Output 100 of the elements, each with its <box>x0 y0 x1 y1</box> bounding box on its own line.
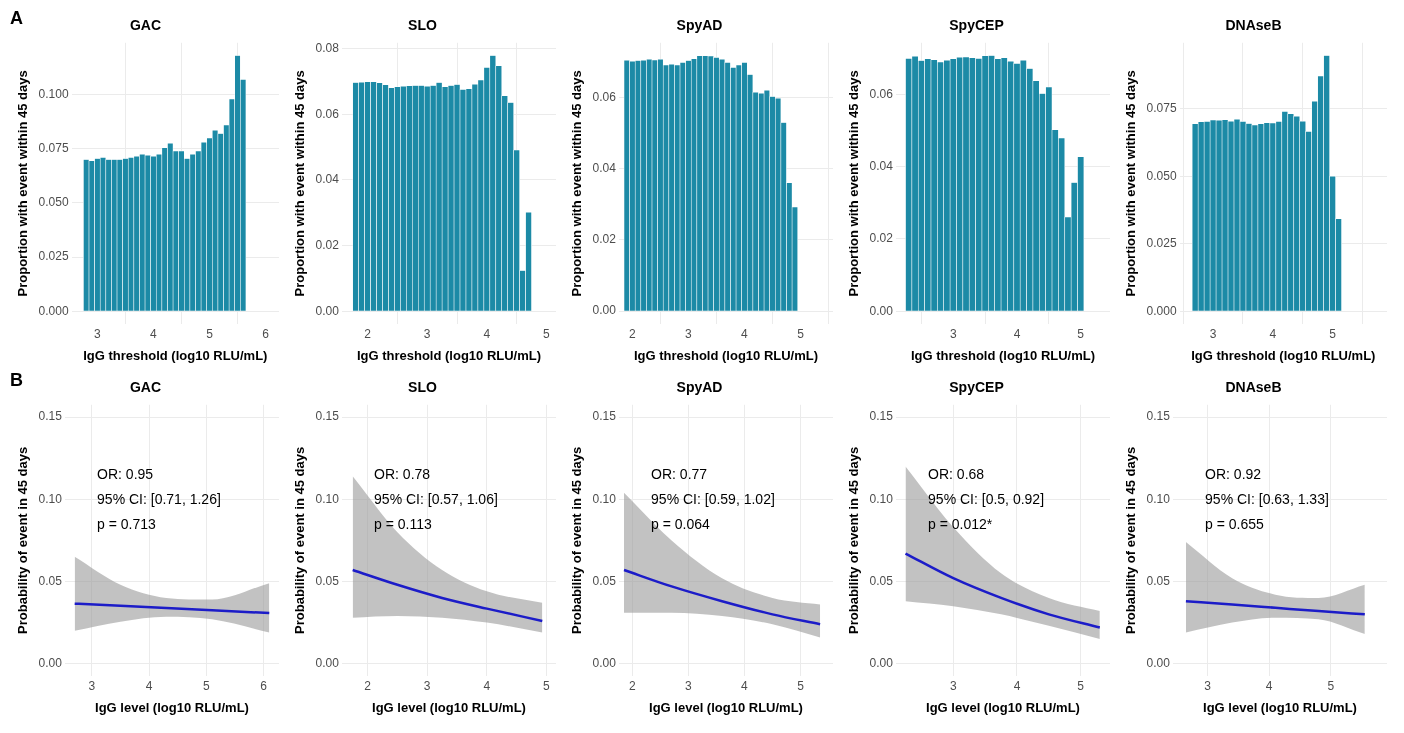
x-tick-label: 5 <box>797 678 805 693</box>
y-tick-label: 0.08 <box>315 41 340 56</box>
y-tick-label: 0.075 <box>38 141 69 156</box>
y-tick-label: 0.02 <box>869 231 894 246</box>
y-tick-label: 0.04 <box>315 172 340 187</box>
x-axis-title: IgG level (log10 RLU/mL) <box>649 699 803 715</box>
x-tick-label: 5 <box>797 326 805 341</box>
x-tick-label: 3 <box>423 678 431 693</box>
y-tick-label: 0.15 <box>592 409 617 424</box>
x-tick-label: 6 <box>260 678 268 693</box>
y-tick-label: 0.15 <box>869 409 894 424</box>
y-tick-label: 0.050 <box>1146 168 1177 183</box>
y-axis-title: Proportion with event within 45 days <box>15 70 31 297</box>
y-tick-label: 0.00 <box>592 655 617 670</box>
y-tick-label: 0.10 <box>38 491 63 506</box>
x-axis-title: IgG level (log10 RLU/mL) <box>372 699 526 715</box>
y-tick-label: 0.050 <box>38 195 69 210</box>
y-tick-label: 0.04 <box>592 161 617 176</box>
text: B <box>10 370 23 391</box>
x-tick-label: 5 <box>206 326 214 341</box>
chart-title: GAC <box>129 17 162 34</box>
annotation: p = 0.064 <box>651 516 711 533</box>
y-tick-label: 0.100 <box>38 86 69 101</box>
x-tick-label: 5 <box>1077 326 1085 341</box>
x-axis-title: IgG threshold (log10 RLU/mL) <box>356 347 542 363</box>
annotation: p = 0.655 <box>1205 516 1265 533</box>
y-tick-label: 0.00 <box>315 303 340 318</box>
x-tick-label: 3 <box>685 678 693 693</box>
y-tick-label: 0.06 <box>592 89 617 104</box>
y-tick-label: 0.10 <box>315 491 340 506</box>
y-tick-label: 0.000 <box>38 303 69 318</box>
x-axis-title: IgG threshold (log10 RLU/mL) <box>633 347 819 363</box>
chart-title: SLO <box>408 17 437 34</box>
annotation: 95% CI: [0.57, 1.06] <box>374 491 498 508</box>
y-tick-label: 0.10 <box>869 491 894 506</box>
x-tick-label: 4 <box>150 326 158 341</box>
annotation: OR: 0.92 <box>1205 466 1262 483</box>
y-tick-label: 0.10 <box>1146 491 1171 506</box>
chart-title: SpyAD <box>676 379 723 396</box>
x-tick-label: 5 <box>1327 678 1335 693</box>
y-tick-label: 0.10 <box>592 491 617 506</box>
x-tick-label: 5 <box>1329 326 1337 341</box>
y-tick-label: 0.15 <box>38 409 63 424</box>
y-axis-title: Probability of event in 45 days <box>15 446 31 634</box>
x-tick-label: 6 <box>262 326 270 341</box>
line-series <box>1184 599 1367 616</box>
y-tick-label: 0.02 <box>315 237 340 252</box>
x-tick-label: 4 <box>741 326 749 341</box>
y-tick-label: 0.05 <box>869 573 894 588</box>
y-tick-label: 0.05 <box>592 573 617 588</box>
y-tick-label: 0.00 <box>38 655 63 670</box>
y-tick-label: 0.000 <box>1146 303 1177 318</box>
x-tick-label: 4 <box>1269 326 1277 341</box>
x-tick-label: 2 <box>364 326 372 341</box>
annotation: 95% CI: [0.63, 1.33] <box>1205 491 1329 508</box>
text: A <box>10 8 23 29</box>
x-axis-title: IgG threshold (log10 RLU/mL) <box>83 347 268 363</box>
y-tick-label: 0.025 <box>1146 236 1177 251</box>
y-axis-title: Probability of event in 45 days <box>569 446 585 634</box>
y-tick-label: 0.00 <box>315 655 340 670</box>
annotation: 95% CI: [0.5, 0.92] <box>928 491 1045 508</box>
x-tick-label: 5 <box>543 326 551 341</box>
annotation: 95% CI: [0.71, 1.26] <box>97 491 221 508</box>
x-tick-label: 3 <box>94 326 102 341</box>
x-tick-label: 4 <box>1013 678 1021 693</box>
y-axis-title: Probability of event in 45 days <box>1123 446 1139 634</box>
y-tick-label: 0.00 <box>592 303 617 318</box>
x-tick-label: 5 <box>1077 678 1085 693</box>
y-tick-label: 0.04 <box>869 158 894 173</box>
chart-title: SLO <box>408 379 437 396</box>
line-series <box>904 552 1102 629</box>
x-tick-label: 4 <box>741 678 749 693</box>
x-tick-label: 3 <box>949 678 957 693</box>
x-axis-title: IgG threshold (log10 RLU/mL) <box>1191 347 1376 363</box>
chart-title: GAC <box>129 379 162 396</box>
x-tick-label: 4 <box>483 678 491 693</box>
annotation: OR: 0.68 <box>928 466 985 483</box>
y-axis-title: Probability of event in 45 days <box>846 446 862 634</box>
y-axis-title: Probability of event in 45 days <box>292 446 308 634</box>
annotation: OR: 0.78 <box>374 466 431 483</box>
y-tick-label: 0.00 <box>869 303 894 318</box>
annotation: p = 0.012* <box>928 516 993 533</box>
y-tick-label: 0.025 <box>38 249 69 264</box>
y-tick-label: 0.05 <box>315 573 340 588</box>
x-tick-label: 2 <box>629 678 637 693</box>
x-tick-label: 5 <box>543 678 551 693</box>
y-tick-label: 0.00 <box>1146 655 1171 670</box>
y-tick-label: 0.02 <box>592 232 617 247</box>
y-tick-label: 0.06 <box>869 86 894 101</box>
x-tick-label: 2 <box>364 678 372 693</box>
x-axis-title: IgG level (log10 RLU/mL) <box>1203 699 1357 715</box>
y-tick-label: 0.075 <box>1146 101 1177 116</box>
x-tick-label: 3 <box>949 326 957 341</box>
x-tick-label: 3 <box>685 326 693 341</box>
y-axis-title: Proportion with event within 45 days <box>846 70 862 297</box>
x-axis-title: IgG level (log10 RLU/mL) <box>95 699 249 715</box>
x-tick-label: 4 <box>483 326 491 341</box>
x-tick-label: 3 <box>88 678 96 693</box>
line-series <box>351 568 544 623</box>
x-tick-label: 4 <box>1013 326 1021 341</box>
